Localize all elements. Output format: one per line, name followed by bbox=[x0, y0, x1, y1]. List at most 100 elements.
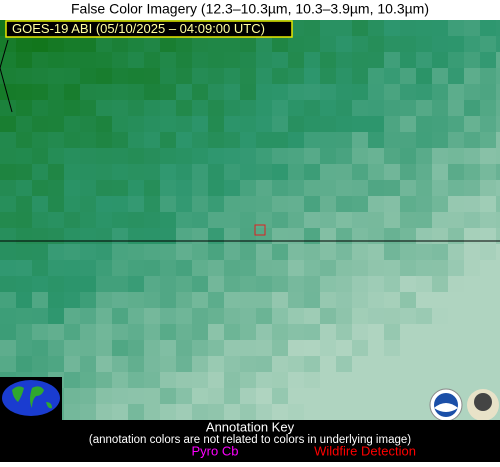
pixel-block bbox=[144, 164, 160, 180]
pixel-block bbox=[416, 84, 432, 100]
pixel-block bbox=[96, 388, 112, 404]
pixel-block bbox=[112, 212, 128, 228]
pixel-block bbox=[304, 52, 320, 68]
pixel-block bbox=[416, 36, 432, 52]
pixel-block bbox=[48, 356, 64, 372]
pixel-block bbox=[304, 20, 320, 36]
noaa-logo bbox=[429, 388, 463, 422]
pixel-block bbox=[240, 52, 256, 68]
pixel-block bbox=[128, 148, 144, 164]
pixel-block bbox=[144, 244, 160, 260]
pixel-block bbox=[80, 372, 96, 388]
pixel-block bbox=[448, 132, 464, 148]
pixel-block bbox=[96, 356, 112, 372]
pixel-block bbox=[128, 292, 144, 308]
pixel-block bbox=[16, 244, 32, 260]
pixel-block bbox=[32, 36, 48, 52]
pixel-block bbox=[320, 36, 336, 52]
pixel-block bbox=[496, 276, 500, 292]
pixel-block bbox=[288, 100, 304, 116]
pixel-block bbox=[96, 292, 112, 308]
pixel-block bbox=[192, 84, 208, 100]
pixel-block bbox=[112, 164, 128, 180]
pixel-block bbox=[240, 132, 256, 148]
pixel-block bbox=[432, 212, 448, 228]
pixel-block bbox=[496, 20, 500, 36]
pixel-block bbox=[128, 164, 144, 180]
pixel-block bbox=[272, 212, 288, 228]
pixel-block bbox=[256, 372, 272, 388]
pixel-block bbox=[176, 164, 192, 180]
pixel-block bbox=[208, 36, 224, 52]
pixel-block bbox=[432, 244, 448, 260]
pixel-block bbox=[256, 276, 272, 292]
pixel-block bbox=[16, 100, 32, 116]
pixel-block bbox=[128, 276, 144, 292]
pixel-block bbox=[96, 164, 112, 180]
pixel-block bbox=[336, 356, 352, 372]
pixel-block bbox=[336, 388, 352, 404]
pixel-block bbox=[0, 164, 16, 180]
pixel-block bbox=[336, 212, 352, 228]
pixel-block bbox=[384, 180, 400, 196]
pixel-block bbox=[176, 292, 192, 308]
pixel-block bbox=[224, 68, 240, 84]
pixel-block bbox=[272, 100, 288, 116]
pixel-block bbox=[480, 308, 496, 324]
pixel-block bbox=[80, 84, 96, 100]
pixel-block bbox=[352, 116, 368, 132]
pixel-block bbox=[304, 196, 320, 212]
pixel-block bbox=[272, 340, 288, 356]
pixel-block bbox=[256, 244, 272, 260]
pixel-block bbox=[432, 324, 448, 340]
pixel-block bbox=[32, 132, 48, 148]
pixel-block bbox=[160, 196, 176, 212]
pixel-block bbox=[80, 212, 96, 228]
pixel-block bbox=[224, 228, 240, 244]
cimss-logo bbox=[467, 389, 499, 421]
pixel-block bbox=[320, 292, 336, 308]
pixel-block bbox=[256, 84, 272, 100]
pixel-block bbox=[144, 356, 160, 372]
pixel-block bbox=[208, 180, 224, 196]
pixel-block bbox=[144, 228, 160, 244]
pixel-block bbox=[400, 68, 416, 84]
pixel-block bbox=[432, 292, 448, 308]
pixel-block bbox=[64, 340, 80, 356]
pixel-block bbox=[336, 116, 352, 132]
pixel-block bbox=[320, 404, 336, 420]
pixel-block bbox=[128, 324, 144, 340]
pixel-block bbox=[336, 292, 352, 308]
pixel-block bbox=[32, 68, 48, 84]
pixel-block bbox=[160, 132, 176, 148]
pixel-block bbox=[0, 116, 16, 132]
pixel-block bbox=[224, 308, 240, 324]
pixel-block bbox=[192, 52, 208, 68]
pixel-block bbox=[80, 244, 96, 260]
pixel-block bbox=[192, 324, 208, 340]
annotation-title: Annotation Key bbox=[206, 419, 295, 434]
pixel-block bbox=[240, 356, 256, 372]
pixel-block bbox=[480, 196, 496, 212]
pixel-block bbox=[288, 228, 304, 244]
pixel-block bbox=[320, 52, 336, 68]
pixel-block bbox=[64, 372, 80, 388]
pixel-block bbox=[240, 116, 256, 132]
pixel-block bbox=[208, 148, 224, 164]
pixel-block bbox=[160, 100, 176, 116]
pixel-block bbox=[240, 340, 256, 356]
pixel-block bbox=[0, 244, 16, 260]
pixel-block bbox=[400, 372, 416, 388]
detection-box bbox=[254, 224, 266, 236]
pixel-block bbox=[16, 36, 32, 52]
pixel-block bbox=[384, 388, 400, 404]
pixel-block bbox=[432, 308, 448, 324]
pixel-block bbox=[64, 308, 80, 324]
pixel-block bbox=[448, 148, 464, 164]
pixel-block bbox=[112, 196, 128, 212]
pixel-block bbox=[32, 84, 48, 100]
pixel-block bbox=[0, 68, 16, 84]
pixel-block bbox=[464, 212, 480, 228]
pixel-block bbox=[256, 164, 272, 180]
pixel-block bbox=[352, 196, 368, 212]
